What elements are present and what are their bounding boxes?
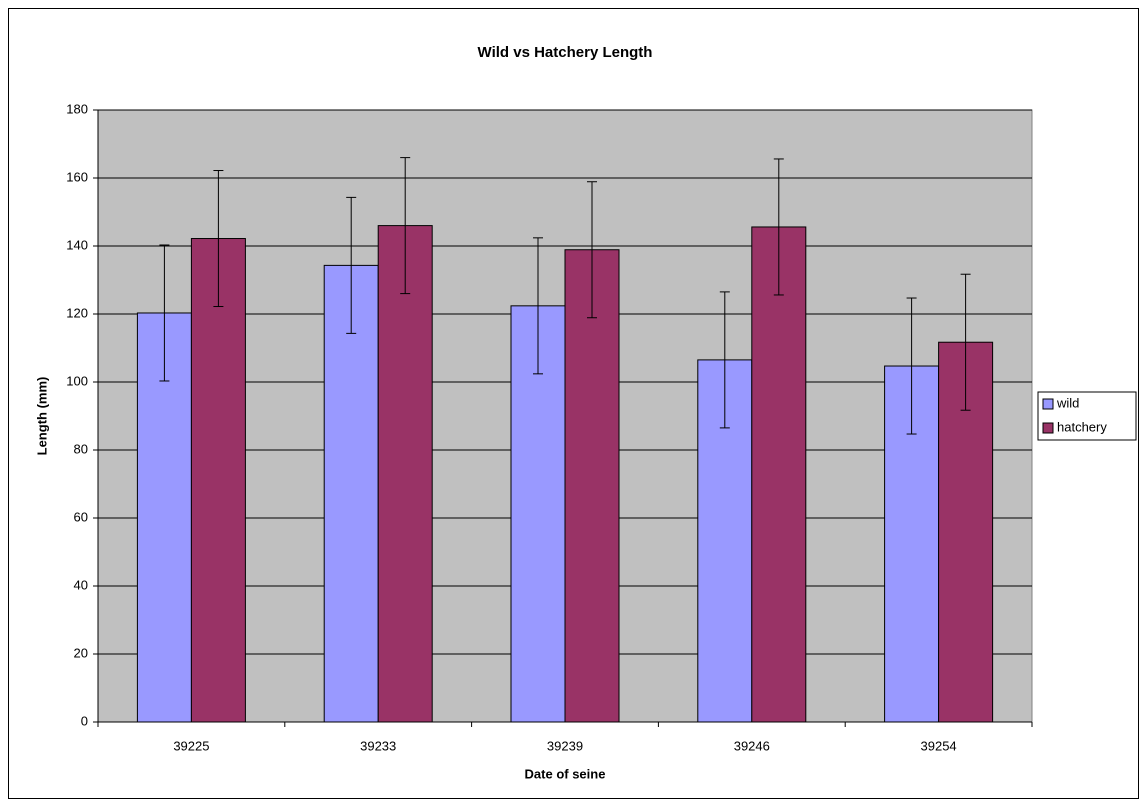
- legend-label: hatchery: [1057, 419, 1107, 434]
- error-bar: [533, 237, 543, 375]
- x-tick-label: 39246: [734, 738, 770, 753]
- error-bar: [587, 181, 597, 319]
- bar: [564, 249, 620, 723]
- y-tick-label: 60: [74, 509, 88, 524]
- bar: [751, 226, 807, 723]
- chart-title: Wild vs Hatchery Length: [478, 44, 653, 61]
- error-bar: [400, 157, 411, 295]
- x-tick-label: 39254: [921, 738, 957, 753]
- y-tick-label: 20: [74, 645, 88, 660]
- x-tick-label: 39225: [173, 738, 209, 753]
- y-tick-label: 180: [66, 101, 88, 116]
- x-tick-label: 39239: [547, 738, 583, 753]
- y-tick-label: 40: [74, 577, 88, 592]
- legend-label: wild: [1056, 395, 1079, 410]
- y-tick-label: 160: [66, 169, 88, 184]
- error-bar: [719, 291, 730, 429]
- legend-swatch: [1042, 398, 1054, 410]
- y-tick-label: 140: [66, 237, 88, 252]
- x-tick-label: 39233: [360, 738, 396, 753]
- error-bar: [906, 297, 917, 435]
- legend-swatch: [1042, 422, 1054, 434]
- y-tick-label: 80: [74, 441, 88, 456]
- y-tick-label: 0: [81, 713, 88, 728]
- bar: [190, 238, 246, 723]
- error-bar: [346, 196, 357, 334]
- bar: [377, 225, 433, 723]
- error-bar: [773, 158, 784, 296]
- y-tick-label: 120: [66, 305, 88, 320]
- error-bar: [159, 244, 170, 382]
- bar: [510, 305, 566, 723]
- y-tick-label: 100: [66, 373, 88, 388]
- error-bar: [213, 170, 224, 308]
- x-axis-label: Date of seine: [525, 766, 606, 781]
- y-axis-label: Length (mm): [34, 377, 49, 456]
- error-bar: [960, 273, 971, 411]
- legend-box: [1037, 391, 1137, 441]
